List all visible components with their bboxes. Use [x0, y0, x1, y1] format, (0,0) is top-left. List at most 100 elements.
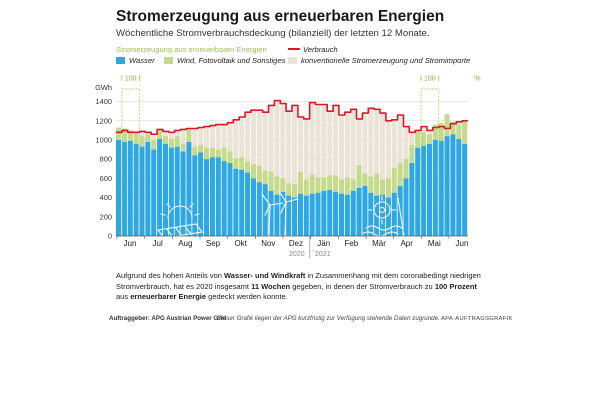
bar-wind-pv	[344, 177, 350, 195]
bar-conventional	[456, 121, 462, 125]
bar-wind-pv	[368, 176, 374, 193]
bar-conventional	[221, 124, 227, 148]
bar-water	[162, 143, 168, 236]
bar-wind-pv	[245, 161, 251, 173]
x-month-label: Apr	[400, 239, 413, 248]
bar-wind-pv	[262, 170, 268, 185]
y-tick-label: 200	[100, 212, 112, 221]
bar-water	[450, 134, 456, 236]
bar-conventional	[303, 118, 309, 180]
legend-conventional-swatch	[288, 57, 297, 64]
bar-wind-pv	[292, 184, 298, 198]
bar-water	[403, 178, 409, 236]
bar-wind-pv	[215, 149, 221, 158]
bar-wind-pv	[438, 122, 444, 141]
y-tick-label: 400	[100, 193, 112, 202]
bar-wind-pv	[204, 147, 210, 160]
bar-wind-pv	[432, 124, 438, 140]
bar-wind-pv	[157, 129, 163, 140]
bar-water	[444, 136, 450, 236]
bar-conventional	[192, 128, 198, 147]
bar-water	[315, 192, 321, 236]
footer-agency: APA-AUFTRAGSGRAFIK	[441, 316, 513, 322]
bar-water	[274, 194, 280, 236]
bar-water	[421, 145, 427, 236]
bar-wind-pv	[145, 134, 151, 142]
legend-renewable-title: Stromerzeugung aus erneuerbaren Energien	[116, 45, 267, 54]
bar-wind-pv	[121, 128, 127, 142]
bar-wind-pv	[192, 146, 198, 156]
bar-conventional	[262, 112, 268, 171]
bar-conventional	[421, 126, 427, 133]
bar-wind-pv	[209, 147, 215, 158]
bar-conventional	[344, 112, 350, 178]
bar-conventional	[180, 129, 186, 144]
y-tick-label: 800	[100, 155, 112, 164]
x-month-label: Dez	[289, 239, 303, 248]
bar-wind-pv	[374, 173, 380, 196]
bar-water	[356, 188, 362, 236]
x-month-label: Okt	[234, 239, 247, 248]
x-month-label: Mär	[372, 239, 386, 248]
bar-water	[309, 193, 315, 236]
bar-conventional	[397, 115, 403, 164]
year-label-2021: 2021	[315, 251, 331, 258]
bar-water	[333, 191, 339, 236]
bar-wind-pv	[444, 114, 450, 137]
bar-wind-pv	[333, 175, 339, 192]
bar-conventional	[268, 105, 274, 172]
bar-water	[268, 190, 274, 236]
bar-water	[221, 161, 227, 236]
bar-conventional	[315, 104, 321, 178]
bar-wind-pv	[391, 167, 397, 193]
bar-water	[127, 140, 133, 236]
bar-wind-pv	[415, 131, 421, 148]
bar-wind-pv	[350, 179, 356, 191]
bar-water	[168, 147, 174, 236]
bar-conventional	[274, 100, 280, 177]
percent-label: %	[474, 74, 481, 83]
legend-consumption-swatch	[288, 48, 300, 50]
x-month-label: Jun	[456, 239, 469, 248]
bar-water	[350, 190, 356, 236]
bar-water	[245, 172, 251, 236]
y-tick-label: 1400	[96, 97, 112, 106]
bar-water	[321, 190, 327, 236]
bar-conventional	[139, 131, 145, 137]
bar-water	[121, 141, 127, 236]
bar-wind-pv	[338, 179, 344, 194]
x-month-label: Jun	[124, 239, 137, 248]
footer-client: Auftraggeber: APG Austrian Power Grid	[109, 315, 227, 322]
bar-wind-pv	[151, 140, 157, 150]
bar-water	[151, 149, 157, 236]
bar-wind-pv	[321, 177, 327, 191]
bar-conventional	[239, 116, 245, 158]
bar-conventional	[233, 119, 239, 159]
y-axis-unit: GWh	[95, 83, 112, 92]
bar-wind-pv	[221, 147, 227, 162]
bar-water	[145, 141, 151, 236]
bar-conventional	[145, 132, 151, 135]
y-tick-label: 1000	[96, 136, 112, 145]
hundred-label: 100	[125, 76, 137, 83]
chart-title: Stromerzeugung aus erneuerbaren Energien	[116, 8, 445, 25]
bar-water	[280, 191, 286, 236]
bar-conventional	[209, 125, 215, 148]
bar-conventional	[168, 132, 174, 140]
bar-water	[174, 146, 180, 236]
x-month-label: Sep	[206, 239, 221, 248]
bar-conventional	[403, 126, 409, 160]
bar-water	[116, 140, 122, 236]
bar-wind-pv	[250, 164, 256, 179]
bar-conventional	[227, 122, 233, 152]
bar-wind-pv	[303, 179, 309, 196]
bar-conventional	[327, 111, 333, 176]
bar-conventional	[215, 124, 221, 150]
bar-water	[456, 139, 462, 236]
bar-water	[180, 151, 186, 236]
bar-wind-pv	[315, 177, 321, 193]
bar-conventional	[174, 130, 180, 137]
bar-wind-pv	[309, 174, 315, 194]
bar-wind-pv	[397, 163, 403, 187]
bar-wind-pv	[233, 158, 239, 169]
